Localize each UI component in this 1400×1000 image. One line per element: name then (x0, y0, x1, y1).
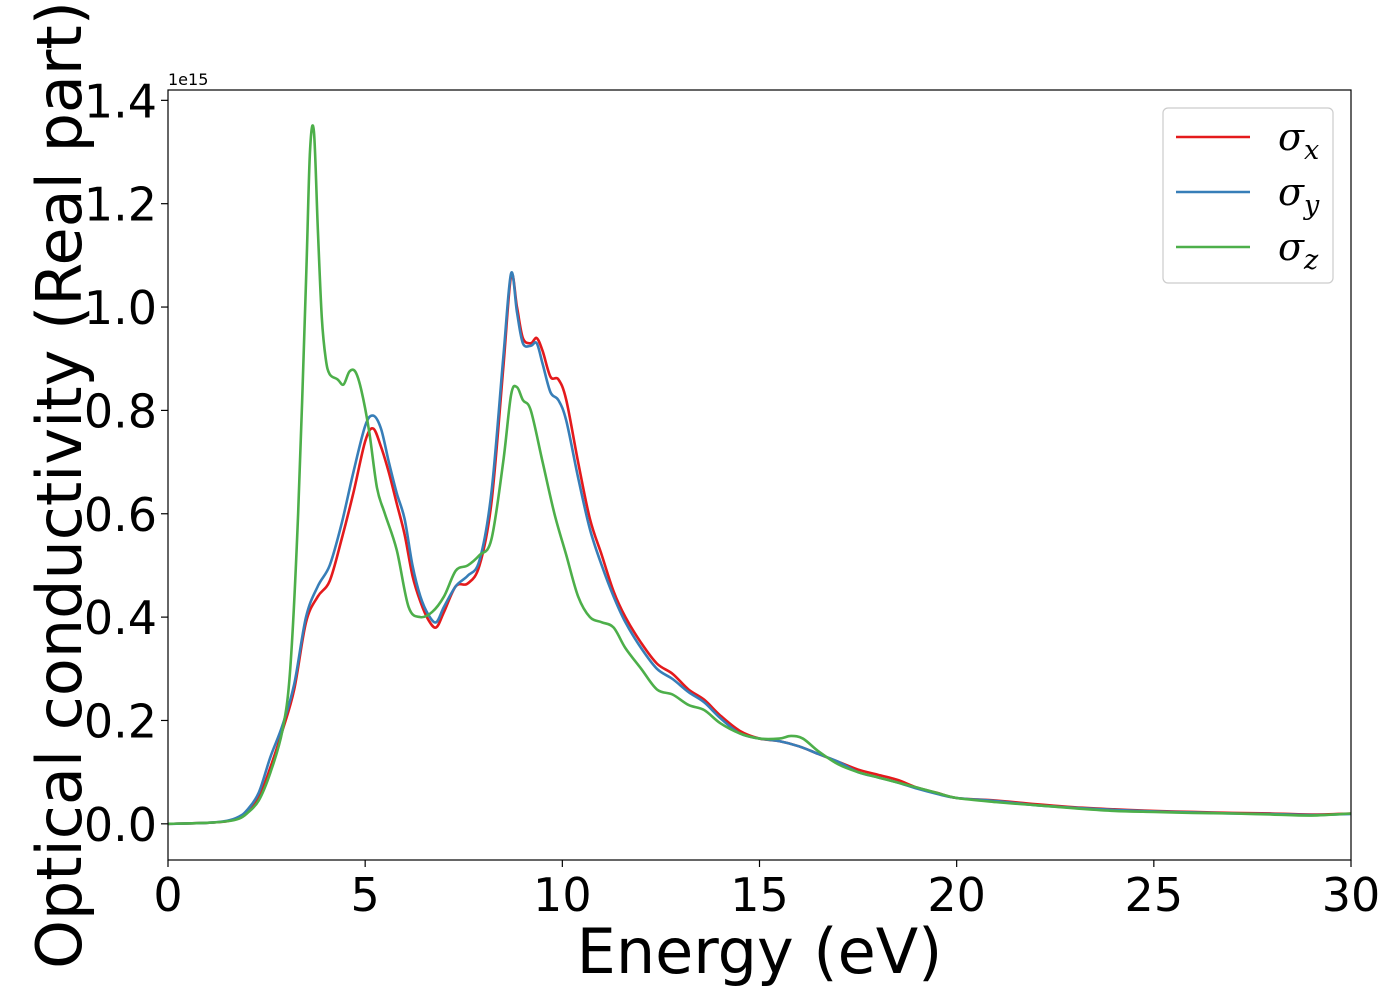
y-axis: 0.0 0.2 0.4 0.6 0.8 1.0 1.2 1.4 (84, 74, 168, 852)
y-axis-label: Optical conductivity (Real part) (23, 1, 96, 969)
y-tick-label: 1.4 (84, 74, 157, 128)
y-offset-text: 1e15 (168, 70, 208, 89)
series-line-z (168, 124, 1351, 826)
x-tick-label: 25 (1125, 868, 1184, 922)
x-tick-label: 5 (351, 868, 380, 922)
x-tick-label: 0 (153, 868, 182, 922)
y-tick-label: 0.8 (84, 384, 157, 438)
x-axis: 0 5 10 15 20 25 30 (153, 860, 1380, 922)
x-tick-label: 15 (730, 868, 789, 922)
y-tick-label: 1.2 (84, 178, 157, 232)
legend-label-y: σy (1278, 170, 1320, 221)
x-axis-label: Energy (eV) (577, 915, 943, 988)
x-tick-label: 30 (1322, 868, 1381, 922)
y-tick-label: 1.0 (84, 281, 157, 335)
series-layer (168, 124, 1351, 826)
y-tick-label: 0.4 (84, 591, 157, 645)
legend-label-z: σz (1278, 225, 1319, 276)
x-tick-label: 10 (533, 868, 592, 922)
y-tick-label: 0.6 (84, 488, 157, 542)
legend-label-x: σx (1278, 115, 1319, 166)
x-tick-label: 20 (927, 868, 986, 922)
y-tick-label: 0.0 (84, 798, 157, 852)
y-tick-label: 0.2 (84, 694, 157, 748)
legend-box (1162, 107, 1334, 284)
